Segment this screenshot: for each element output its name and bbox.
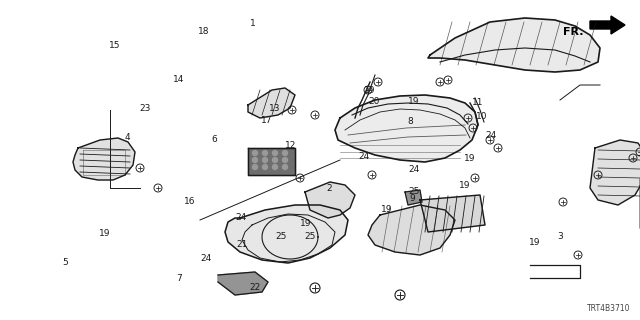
Text: 7: 7 (176, 274, 182, 283)
Circle shape (282, 164, 287, 170)
Text: 22: 22 (250, 284, 261, 292)
Text: 19: 19 (408, 97, 419, 106)
Polygon shape (218, 272, 268, 295)
Text: 6: 6 (211, 135, 217, 144)
Text: 19: 19 (381, 205, 392, 214)
Circle shape (273, 157, 278, 163)
Text: 24: 24 (358, 152, 370, 161)
Text: 18: 18 (198, 27, 210, 36)
Polygon shape (225, 205, 348, 263)
Polygon shape (335, 95, 478, 162)
Text: 19: 19 (99, 229, 111, 238)
Text: 24: 24 (485, 132, 497, 140)
Circle shape (253, 157, 257, 163)
Circle shape (253, 164, 257, 170)
Text: 13: 13 (269, 104, 280, 113)
Text: 25: 25 (275, 232, 287, 241)
Text: 19: 19 (459, 181, 470, 190)
Circle shape (253, 150, 257, 156)
Text: 4: 4 (125, 133, 131, 142)
Text: 23: 23 (140, 104, 151, 113)
Text: 25: 25 (304, 232, 316, 241)
Text: 17: 17 (260, 116, 272, 125)
Polygon shape (405, 190, 422, 205)
Text: 19: 19 (529, 238, 541, 247)
Circle shape (273, 164, 278, 170)
Text: 14: 14 (173, 76, 184, 84)
Text: 3: 3 (557, 232, 563, 241)
Polygon shape (590, 140, 640, 205)
Polygon shape (73, 138, 135, 180)
Text: 1: 1 (250, 20, 255, 28)
Text: 5: 5 (63, 258, 68, 267)
Text: 24: 24 (200, 254, 212, 263)
Circle shape (262, 164, 268, 170)
Polygon shape (305, 182, 355, 218)
Text: FR.: FR. (563, 27, 583, 37)
Text: 21: 21 (237, 240, 248, 249)
Text: 16: 16 (184, 197, 196, 206)
Text: 10: 10 (476, 112, 487, 121)
Text: 20: 20 (368, 97, 380, 106)
Text: 24: 24 (236, 213, 247, 222)
Text: 25: 25 (408, 187, 420, 196)
FancyArrow shape (590, 16, 625, 34)
Circle shape (262, 150, 268, 156)
Text: 2: 2 (326, 184, 332, 193)
Text: 9: 9 (410, 194, 415, 203)
Circle shape (262, 157, 268, 163)
Text: 19: 19 (464, 154, 476, 163)
Polygon shape (248, 148, 295, 175)
Polygon shape (368, 205, 455, 255)
Text: 8: 8 (408, 117, 413, 126)
Text: 19: 19 (300, 220, 311, 228)
Text: 19: 19 (364, 86, 375, 95)
Text: 24: 24 (408, 165, 420, 174)
Circle shape (282, 150, 287, 156)
Circle shape (282, 157, 287, 163)
Text: TRT4B3710: TRT4B3710 (586, 304, 630, 313)
Text: 12: 12 (285, 141, 296, 150)
Text: 11: 11 (472, 98, 483, 107)
Polygon shape (428, 18, 600, 72)
Text: 15: 15 (109, 41, 120, 50)
Polygon shape (420, 195, 485, 232)
Circle shape (273, 150, 278, 156)
Polygon shape (248, 88, 295, 118)
